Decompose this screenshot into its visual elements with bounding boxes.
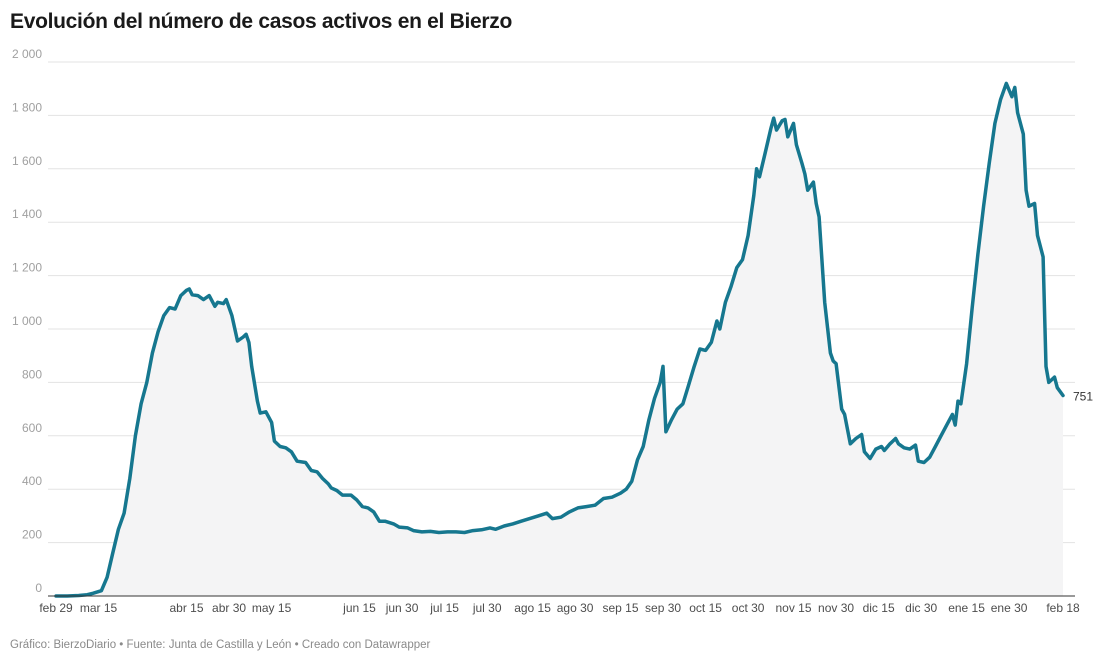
x-tick-label: dic 15 <box>863 601 895 615</box>
x-tick-label: oct 15 <box>689 601 722 615</box>
chart-footer: Gráfico: BierzoDiario • Fuente: Junta de… <box>10 639 431 651</box>
y-tick-label: 1 200 <box>12 261 42 275</box>
x-tick-label: oct 30 <box>732 601 765 615</box>
end-value-label: 751 <box>1073 389 1093 403</box>
x-tick-label: ago 15 <box>514 601 551 615</box>
series-line <box>54 81 1065 598</box>
y-tick-label: 800 <box>22 367 42 381</box>
x-tick-label: jun 15 <box>342 601 376 615</box>
x-tick-label: ene 30 <box>991 601 1028 615</box>
x-tick-label: nov 15 <box>776 601 812 615</box>
y-tick-label: 0 <box>35 581 42 595</box>
y-tick-label: 600 <box>22 421 42 435</box>
x-axis-ticks: feb 29 mar 15 abr 15 abr 30 may 15 jun 15 jun … <box>39 601 1080 615</box>
x-tick-label: ene 15 <box>948 601 985 615</box>
x-tick-label: jun 30 <box>385 601 419 615</box>
y-tick-label: 200 <box>22 528 42 542</box>
x-tick-label: ago 30 <box>557 601 594 615</box>
y-tick-label: 1 600 <box>12 154 42 168</box>
chart-title: Evolución del número de casos activos en… <box>10 10 512 33</box>
x-tick-label: feb 29 <box>39 601 73 615</box>
x-tick-label: sep 30 <box>645 601 681 615</box>
x-tick-label: jul 15 <box>429 601 459 615</box>
x-tick-label: sep 15 <box>602 601 638 615</box>
x-tick-label: abr 15 <box>169 601 203 615</box>
y-tick-label: 400 <box>22 474 42 488</box>
x-tick-label: dic 30 <box>905 601 937 615</box>
x-tick-label: may 15 <box>252 601 292 615</box>
y-tick-label: 1 800 <box>12 100 42 114</box>
x-tick-label: feb 18 <box>1046 601 1080 615</box>
y-axis-ticks: 0 200 400 600 800 1 000 1 200 1 400 1 600 1 800 2 … <box>12 47 42 595</box>
y-tick-label: 2 000 <box>12 47 42 61</box>
y-tick-label: 1 000 <box>12 314 42 328</box>
x-tick-label: mar 15 <box>80 601 118 615</box>
y-tick-label: 1 400 <box>12 207 42 221</box>
x-tick-label: nov 30 <box>818 601 854 615</box>
x-tick-label: abr 30 <box>212 601 246 615</box>
x-tick-label: jul 30 <box>472 601 502 615</box>
